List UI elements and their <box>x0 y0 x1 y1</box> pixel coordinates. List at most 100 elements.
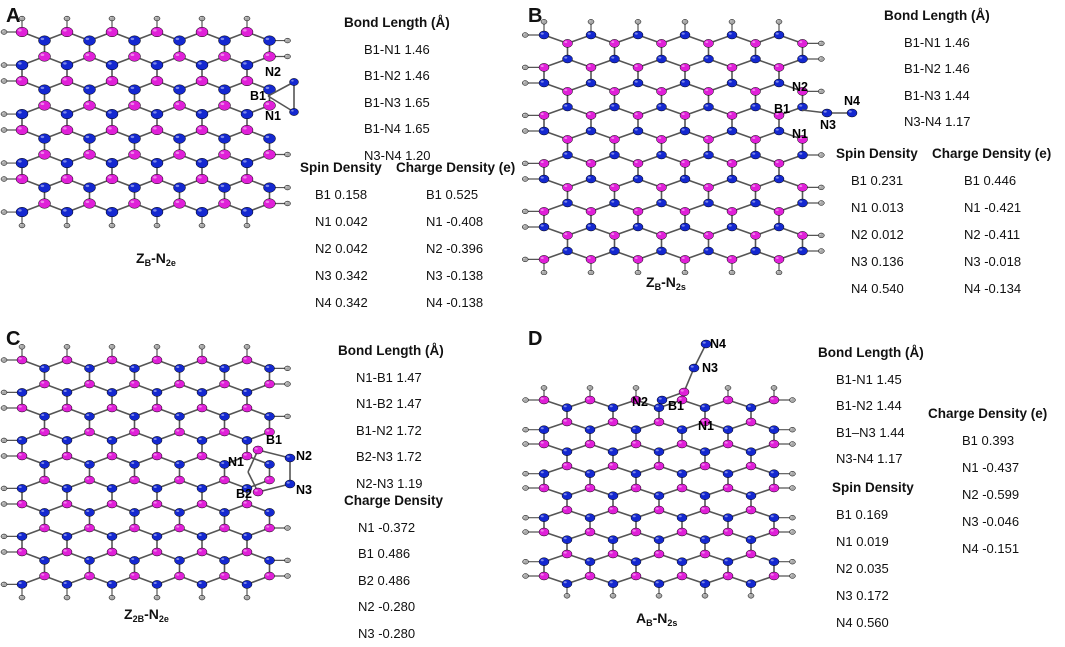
nitrogen-atom <box>680 127 690 135</box>
boron-atom <box>106 125 118 135</box>
hydrogen-atom <box>285 152 291 157</box>
atom-highlight <box>153 127 157 129</box>
atom-highlight <box>19 454 22 456</box>
atom-highlight <box>729 209 732 211</box>
nitrogen-atom <box>657 247 667 255</box>
nitrogen-atom <box>265 508 275 516</box>
nitrogen-atom <box>265 412 275 420</box>
atom-highlight <box>18 176 22 178</box>
atom-label: N1 <box>792 127 808 141</box>
hydrogen-atom <box>1 582 7 587</box>
atom-highlight <box>244 406 247 408</box>
boron-atom <box>704 135 714 143</box>
atom-highlight <box>729 65 732 67</box>
atom-highlight <box>131 414 134 416</box>
nitrogen-atom <box>61 158 73 168</box>
atom-highlight <box>634 386 636 387</box>
boron-atom <box>219 150 231 160</box>
atom-highlight <box>725 530 728 532</box>
atom-highlight <box>65 596 67 597</box>
nitrogen-atom <box>723 426 733 434</box>
nitrogen-atom <box>539 558 549 566</box>
nitrogen-atom <box>586 127 596 135</box>
nitrogen-atom <box>84 134 96 144</box>
atom-highlight <box>266 526 269 528</box>
spin-density-title: Spin Density <box>300 154 382 181</box>
hydrogen-atom <box>771 386 777 391</box>
hydrogen-atom <box>818 153 824 158</box>
boron-atom <box>798 183 808 191</box>
atom-highlight <box>790 516 792 517</box>
nitrogen-atom <box>700 448 710 456</box>
nitrogen-atom <box>175 364 185 372</box>
atom-highlight <box>705 153 708 155</box>
atom-highlight <box>200 345 202 346</box>
boron-atom <box>704 183 714 191</box>
hydrogen-atom <box>19 16 25 21</box>
atom-highlight <box>656 493 659 495</box>
bond-row: N1-B1 1.47 <box>356 365 444 392</box>
atom-highlight <box>729 257 732 259</box>
bond-row: B1-N1 1.46 <box>364 37 450 64</box>
atom-highlight <box>41 462 44 464</box>
boron-atom <box>62 404 72 412</box>
hydrogen-atom <box>523 559 529 564</box>
atom-highlight <box>729 113 732 115</box>
boron-atom <box>680 159 690 167</box>
spin-row: N3 0.136 <box>851 248 918 275</box>
atom-highlight <box>752 233 755 235</box>
atom-highlight <box>799 41 802 43</box>
atom-highlight <box>564 57 567 59</box>
nitrogen-atom <box>130 556 140 564</box>
atom-highlight <box>109 390 112 392</box>
hydrogen-atom <box>588 19 594 24</box>
bond-row: B1-N2 1.44 <box>836 393 924 420</box>
boron-atom <box>631 572 641 580</box>
atom-highlight <box>541 559 544 561</box>
atom-highlight <box>523 226 525 227</box>
boron-atom <box>746 418 756 426</box>
hydrogen-atom <box>19 223 25 228</box>
atom-highlight <box>221 430 224 432</box>
atom-highlight <box>243 78 247 80</box>
boron-atom <box>197 452 207 460</box>
atom-highlight <box>266 382 269 384</box>
nitrogen-atom <box>657 55 667 63</box>
atom-highlight <box>198 29 202 31</box>
hydrogen-atom <box>541 386 547 391</box>
boron-atom <box>585 440 595 448</box>
nitrogen-atom <box>106 207 118 217</box>
atom-highlight <box>790 487 792 488</box>
boron-atom <box>563 87 573 95</box>
atom-highlight <box>286 559 288 560</box>
atom-highlight <box>748 552 751 554</box>
atom-highlight <box>176 526 179 528</box>
boron-atom <box>677 572 687 580</box>
atom-highlight <box>86 526 89 528</box>
hydrogen-atom <box>199 595 205 600</box>
hydrogen-atom <box>789 515 795 520</box>
nitrogen-atom <box>539 79 549 87</box>
boron-atom <box>700 550 710 558</box>
nitrogen-atom <box>84 85 96 95</box>
atom-highlight <box>153 160 157 162</box>
boron-atom <box>152 548 162 556</box>
boron-atom <box>586 255 596 263</box>
atom-highlight <box>131 462 134 464</box>
hydrogen-atom <box>1 550 7 555</box>
hydrogen-atom <box>523 471 529 476</box>
hydrogen-atom <box>789 398 795 403</box>
atom-highlight <box>243 127 247 129</box>
hydrogen-atom <box>523 574 529 579</box>
atom-highlight <box>199 454 202 456</box>
nitrogen-atom <box>220 412 230 420</box>
atom-highlight <box>221 38 225 40</box>
bond-row: B1-N2 1.46 <box>364 63 450 90</box>
atom-highlight <box>244 502 247 504</box>
spin-row: N1 0.013 <box>851 194 918 221</box>
hydrogen-atom <box>199 344 205 349</box>
nitrogen-atom <box>152 580 162 588</box>
atom-highlight <box>658 249 661 251</box>
nitrogen-atom <box>85 412 95 420</box>
boron-atom <box>610 135 620 143</box>
